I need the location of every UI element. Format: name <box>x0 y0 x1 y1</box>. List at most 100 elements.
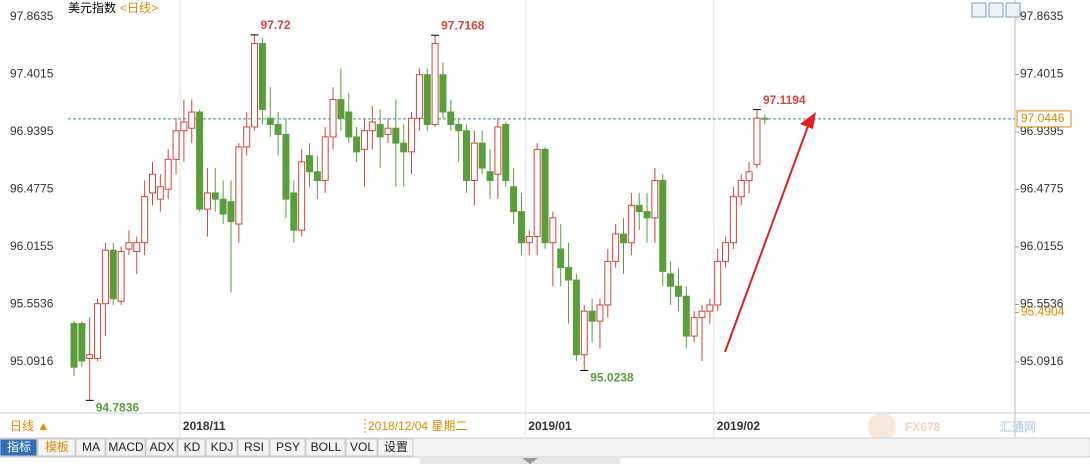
candle-body <box>368 121 376 132</box>
candle-body <box>541 148 549 244</box>
toolbar-tab-bg[interactable] <box>305 438 346 457</box>
watermark-logo <box>868 413 896 441</box>
toolbar-tab-bg[interactable] <box>75 438 106 457</box>
candle-body <box>109 249 117 300</box>
y2-tick-label: 95.0916 <box>1020 354 1064 368</box>
toolbar-tab[interactable]: MA <box>82 440 100 454</box>
toolbar-tab-bg[interactable] <box>145 438 178 457</box>
candle-body <box>298 161 306 231</box>
last-price-box <box>1016 110 1072 128</box>
extreme-label: 97.72 <box>261 18 291 32</box>
candle-body <box>588 310 596 322</box>
candle-body <box>219 198 227 215</box>
candle-body <box>627 204 635 244</box>
candle-body <box>470 142 478 181</box>
candle-body <box>463 130 470 181</box>
candle-body <box>620 233 627 244</box>
toolbar-tab-bg[interactable] <box>105 438 146 457</box>
toolbar-tab[interactable]: KD <box>184 440 201 454</box>
toolbar-tab[interactable]: ADX <box>150 440 175 454</box>
candle-body <box>306 155 313 173</box>
candle-body <box>101 249 109 305</box>
watermark-brand: FX678 <box>905 420 941 434</box>
candle-body <box>251 43 259 128</box>
toolbar-tab[interactable]: BOLL <box>311 440 342 454</box>
candle-body <box>258 43 266 111</box>
toolbar-tab[interactable]: RSI <box>244 440 264 454</box>
candle-body <box>596 304 604 322</box>
candle-body <box>211 192 219 200</box>
candle-body <box>439 74 447 113</box>
toolbar-tab[interactable]: PSY <box>276 440 300 454</box>
candle-body <box>235 146 243 225</box>
candle-body <box>78 323 86 362</box>
ref-price-label: 95.4904 <box>1021 305 1065 319</box>
toolbar-tab[interactable]: KDJ <box>211 440 234 454</box>
candle-body <box>478 142 486 169</box>
toolbar-tab-bg[interactable] <box>237 438 270 457</box>
toolbar-tab[interactable]: 设置 <box>384 440 408 454</box>
candle-body <box>447 111 455 125</box>
toolbar-tab-bg[interactable] <box>377 438 414 457</box>
candle-body <box>329 99 337 138</box>
candle-body <box>580 310 588 356</box>
candle-body <box>557 248 565 269</box>
extreme-label: 94.7836 <box>96 401 140 415</box>
candle-body <box>345 111 353 138</box>
candle-body <box>643 211 651 219</box>
candle-body <box>400 142 408 153</box>
candle-body <box>415 74 423 119</box>
candle-body <box>188 111 196 129</box>
y2-tick-label: 95.5536 <box>1020 297 1064 311</box>
candle-body <box>431 43 439 125</box>
toolbar-tab-bg[interactable] <box>0 438 38 457</box>
trend-arrow-head <box>800 112 816 129</box>
candle-body <box>282 133 290 200</box>
candle-body <box>729 196 737 244</box>
y-tick-label: 95.0916 <box>10 354 54 368</box>
candle-body <box>737 179 745 198</box>
instrument-name: 美元指数 <box>68 0 116 15</box>
toolbar-tab-bg[interactable] <box>37 438 76 457</box>
extreme-label: 97.1194 <box>763 93 806 107</box>
toolbar-tab[interactable]: MACD <box>108 440 144 454</box>
period-toggle[interactable]: 日线 ▲ <box>10 419 49 433</box>
y-tick-label: 96.0155 <box>10 239 54 253</box>
candle-body <box>572 279 580 356</box>
candle-body <box>682 295 690 337</box>
view-button[interactable] <box>1005 2 1021 18</box>
toolbar-tab-bg[interactable] <box>269 438 306 457</box>
candle-body <box>203 192 211 210</box>
watermark-site: 汇通网 <box>1000 419 1036 434</box>
y2-tick-label: 96.9395 <box>1020 124 1064 138</box>
toolbar-tab-bg[interactable] <box>177 438 206 457</box>
toolbar-tab[interactable]: VOL <box>350 440 374 454</box>
candle-body <box>392 127 400 144</box>
toolbar-tab-bg[interactable] <box>205 438 238 457</box>
candle-body <box>172 130 180 160</box>
candle-body <box>384 127 392 135</box>
scrollbar[interactable] <box>420 457 620 464</box>
y-tick-label: 96.9395 <box>10 124 54 138</box>
period-label[interactable]: <日线> <box>120 1 158 15</box>
candle-body <box>156 186 164 200</box>
toolbar-tab[interactable]: 模板 <box>45 440 69 454</box>
candle-body <box>533 148 541 237</box>
candle-body <box>180 121 188 132</box>
crosshair-date: 2018/12/04 星期二 <box>368 419 467 433</box>
toolbar-tab-bg[interactable] <box>345 438 378 457</box>
candle-body <box>486 171 494 181</box>
view-button[interactable] <box>988 2 1004 18</box>
candle-body <box>667 273 675 287</box>
view-button[interactable] <box>971 2 987 18</box>
y2-tick-label: 96.0155 <box>1020 239 1064 253</box>
candle-body <box>745 171 753 181</box>
candle-body <box>761 117 769 120</box>
extreme-label: 97.7168 <box>441 18 485 32</box>
candle-body <box>612 233 620 262</box>
y-tick-label: 97.4015 <box>10 67 54 81</box>
toolbar-tab[interactable]: 指标 <box>7 439 31 454</box>
view-buttons <box>971 2 1021 18</box>
scroll-arrow[interactable] <box>522 458 538 464</box>
